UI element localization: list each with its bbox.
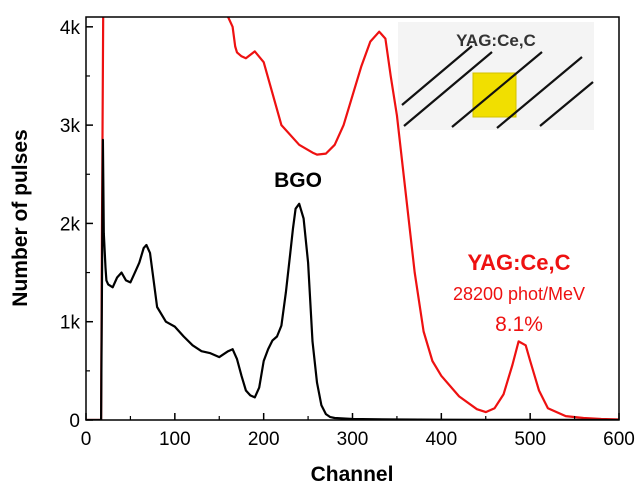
inset-stripe (403, 51, 493, 127)
yag-light-yield: 28200 phot/MeV (453, 284, 585, 304)
y-tick-label: 4k (60, 18, 81, 39)
inset-stripe (539, 81, 594, 127)
y-tick-label: 0 (69, 411, 80, 432)
x-tick-label: 400 (425, 429, 457, 450)
yag-energy-resolution: 8.1% (495, 313, 543, 336)
inset-stripe (451, 51, 543, 128)
y-axis-title: Number of pulses (9, 129, 32, 306)
inset-stripe (401, 45, 473, 106)
x-tick-label: 0 (81, 429, 92, 450)
x-tick-label: 500 (514, 429, 546, 450)
inset-title: YAG:Ce,C (456, 31, 536, 50)
series-line-bgo (86, 138, 619, 420)
y-axis: 0 1k 2k 3k 4k (60, 18, 93, 432)
x-axis: 0 100 200 300 400 500 600 (81, 413, 635, 450)
x-tick-label: 600 (603, 429, 635, 450)
x-tick-label: 300 (337, 429, 369, 450)
x-tick-label: 100 (159, 429, 191, 450)
bgo-label: BGO (274, 169, 322, 192)
y-tick-label: 3k (60, 116, 81, 137)
inset-stripe (496, 56, 583, 129)
inset-photo: YAG:Ce,C (398, 22, 594, 130)
x-axis-title: Channel (311, 463, 394, 486)
yag-label: YAG:Ce,C (467, 250, 570, 275)
x-tick-label: 200 (248, 429, 280, 450)
series-line-yag (86, 17, 619, 420)
y-tick-label: 2k (60, 214, 81, 235)
y-tick-label: 1k (60, 313, 81, 334)
